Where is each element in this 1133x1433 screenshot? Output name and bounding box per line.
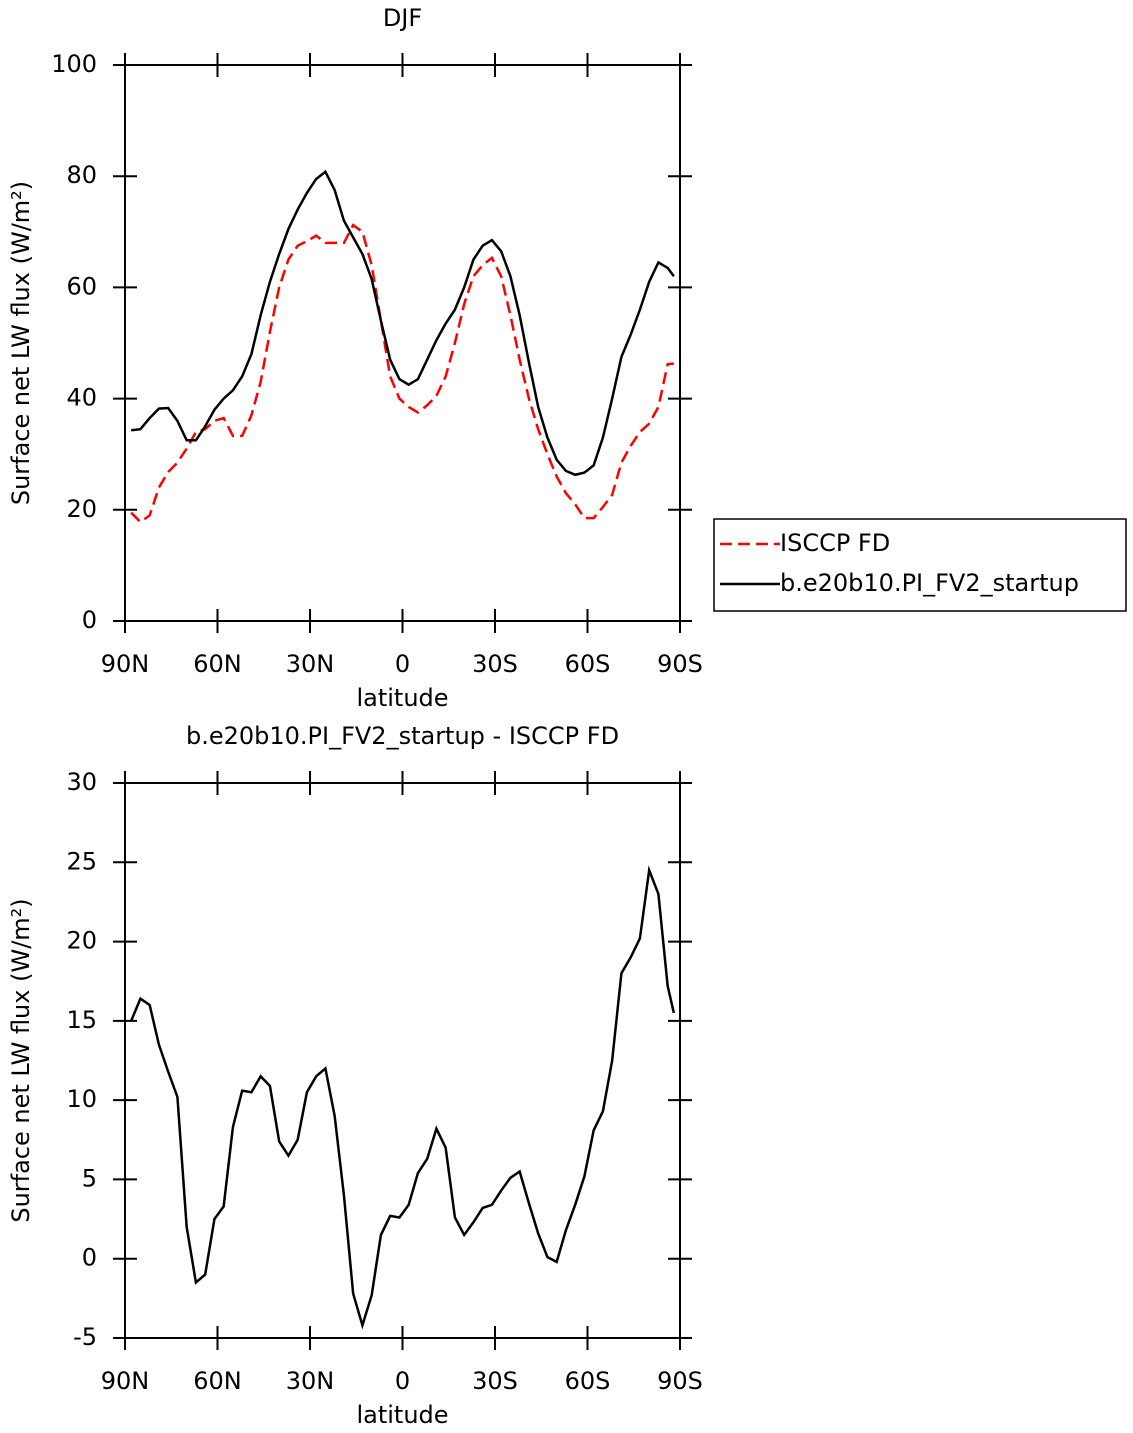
- data-line: [130, 865, 676, 1330]
- x-tick-label: 60N: [193, 1367, 242, 1395]
- y-tick-label: 60: [66, 272, 97, 300]
- x-tick-label: 60S: [565, 1367, 611, 1395]
- x-tick-label: 60N: [193, 650, 242, 678]
- y-axis-label: Surface net LW flux (W/m²): [7, 181, 35, 505]
- x-tick-label: 90S: [657, 1367, 703, 1395]
- y-tick-label: 40: [66, 384, 97, 412]
- y-tick-label: 20: [66, 495, 97, 523]
- data-line: [131, 169, 675, 477]
- y-tick-label: 0: [82, 1244, 97, 1272]
- x-tick-label: 30S: [472, 650, 518, 678]
- y-tick-label: 20: [66, 927, 97, 955]
- x-axis-label: latitude: [356, 1401, 448, 1429]
- y-tick-label: 100: [51, 50, 97, 78]
- y-tick-label: 25: [66, 847, 97, 875]
- chart-title: DJF: [383, 4, 422, 32]
- chart-title: b.e20b10.PI_FV2_startup - ISCCP FD: [186, 722, 619, 750]
- y-tick-label: 10: [66, 1085, 97, 1113]
- x-tick-label: 0: [395, 1367, 410, 1395]
- x-tick-label: 90S: [657, 650, 703, 678]
- y-tick-label: 15: [66, 1006, 97, 1034]
- x-tick-label: 0: [395, 650, 410, 678]
- y-tick-label: -5: [73, 1323, 97, 1351]
- y-tick-label: 5: [82, 1164, 97, 1192]
- y-axis-label: Surface net LW flux (W/m²): [7, 898, 35, 1222]
- x-tick-label: 60S: [565, 650, 611, 678]
- legend-box: [713, 518, 1127, 612]
- plot-frame: [124, 64, 681, 622]
- x-tick-label: 30N: [286, 650, 335, 678]
- x-tick-label: 30S: [472, 1367, 518, 1395]
- data-line: [130, 223, 674, 524]
- legend-label: b.e20b10.PI_FV2_startup: [780, 569, 1079, 597]
- y-tick-label: 30: [66, 768, 97, 796]
- x-axis-label: latitude: [356, 684, 448, 712]
- x-tick-label: 90N: [101, 1367, 150, 1395]
- x-tick-label: 90N: [101, 650, 150, 678]
- y-tick-label: 80: [66, 161, 97, 189]
- legend-label: ISCCP FD: [780, 529, 890, 557]
- x-tick-label: 30N: [286, 1367, 335, 1395]
- y-tick-label: 0: [82, 606, 97, 634]
